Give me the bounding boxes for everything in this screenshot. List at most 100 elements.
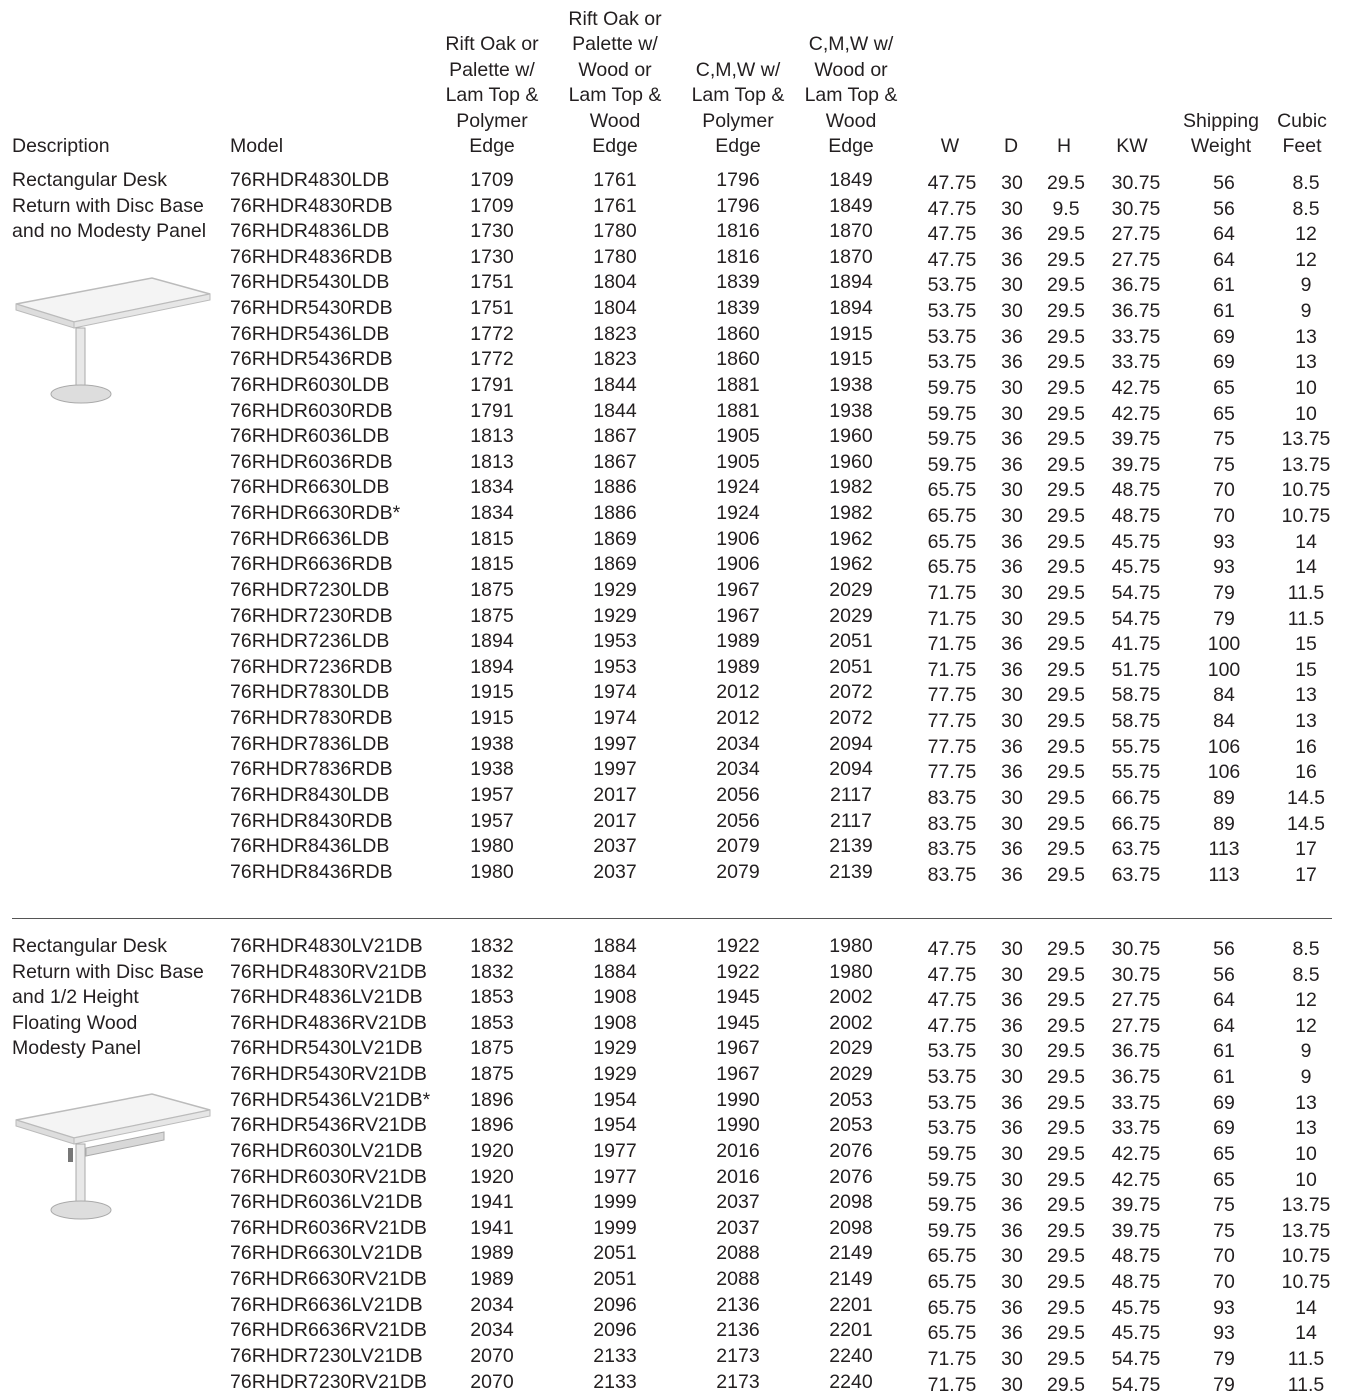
value-cell: 1813 [470, 425, 514, 448]
value-cell: 39.75 [1111, 1194, 1161, 1217]
value-cell: 11.5 [1287, 581, 1325, 604]
description-text: Modesty Panel [12, 1037, 141, 1060]
value-cell: 1915 [470, 681, 514, 704]
value-cell: 51.75 [1111, 658, 1161, 681]
value-cell: 29.5 [1047, 812, 1085, 835]
value-cell: 30 [1001, 300, 1023, 323]
value-cell: 59.75 [927, 453, 977, 476]
value-cell: 66.75 [1111, 812, 1161, 835]
value-cell: 36 [1001, 1296, 1023, 1319]
model-cell: 76RHDR7830LDB [230, 681, 390, 704]
value-cell: 79 [1213, 1373, 1235, 1396]
value-cell: 45.75 [1111, 530, 1161, 553]
value-cell: 1967 [716, 604, 760, 627]
value-cell: 1730 [470, 220, 514, 243]
value-cell: 30 [1001, 1142, 1023, 1165]
description-text: and no Modesty Panel [12, 220, 207, 243]
value-cell: 1997 [593, 732, 637, 755]
value-cell: 36 [1001, 761, 1023, 784]
value-cell: 36 [1001, 1219, 1023, 1242]
value-cell: 17 [1295, 863, 1317, 886]
value-cell: 93 [1213, 530, 1235, 553]
model-cell: 76RHDR7230LV21DB [230, 1344, 423, 1367]
value-cell: 42.75 [1111, 1168, 1161, 1191]
header-text: Cubic [1277, 109, 1327, 132]
value-cell: 42.75 [1111, 1142, 1161, 1165]
value-cell: 36 [1001, 223, 1023, 246]
value-cell: 1905 [716, 425, 760, 448]
value-cell: 36 [1001, 658, 1023, 681]
value-cell: 13 [1295, 710, 1317, 733]
value-cell: 79 [1213, 1347, 1235, 1370]
value-cell: 47.75 [927, 938, 977, 960]
value-cell: 30 [1001, 710, 1023, 733]
value-cell: 1922 [716, 935, 760, 957]
value-cell: 1881 [716, 399, 760, 422]
value-cell: 29.5 [1047, 351, 1085, 374]
value-cell: 2076 [829, 1139, 873, 1162]
value-cell: 1915 [470, 707, 514, 730]
value-cell: 83.75 [927, 786, 977, 809]
value-cell: 17 [1295, 838, 1317, 861]
value-cell: 1791 [470, 399, 514, 422]
value-cell: 47.75 [927, 223, 977, 246]
value-cell: 1954 [593, 1088, 637, 1111]
value-cell: 1938 [470, 758, 514, 781]
value-cell: 1989 [470, 1268, 514, 1291]
value-cell: 1867 [593, 450, 637, 473]
value-cell: 36 [1001, 838, 1023, 861]
value-cell: 70 [1213, 1271, 1235, 1294]
section-divider [12, 918, 1332, 919]
value-cell: 100 [1207, 658, 1241, 681]
model-cell: 76RHDR4830LDB [230, 169, 390, 191]
value-cell: 1791 [470, 373, 514, 396]
header-text: Shipping [1183, 109, 1259, 132]
value-cell: 10 [1295, 1168, 1317, 1191]
value-cell: 29.5 [1047, 633, 1085, 656]
value-cell: 36 [1001, 1117, 1023, 1140]
value-cell: 29.5 [1047, 1117, 1085, 1140]
header-text: Wood or [578, 58, 652, 81]
model-cell: 76RHDR6030LV21DB [230, 1139, 423, 1162]
value-cell: 36 [1001, 1014, 1023, 1037]
value-cell: 2012 [716, 681, 760, 704]
value-cell: 30 [1001, 274, 1023, 297]
value-cell: 1906 [716, 527, 760, 550]
value-cell: 1896 [470, 1114, 514, 1137]
value-cell: 1960 [829, 450, 873, 473]
value-cell: 79 [1213, 581, 1235, 604]
value-cell: 1945 [716, 1011, 760, 1034]
model-cell: 76RHDR8430LDB [230, 783, 390, 806]
value-cell: 113 [1208, 863, 1240, 886]
value-cell: 30 [1001, 1040, 1023, 1063]
value-cell: 66.75 [1111, 786, 1161, 809]
description-text: Return with Disc Base [12, 960, 204, 983]
value-cell: 29.5 [1047, 505, 1085, 528]
value-cell: 1870 [829, 245, 873, 268]
value-cell: 83.75 [927, 838, 977, 861]
header-text: KW [1116, 135, 1148, 157]
value-cell: 53.75 [927, 325, 977, 348]
value-cell: 1941 [470, 1191, 514, 1214]
value-cell: 59.75 [927, 402, 977, 425]
value-cell: 10 [1295, 402, 1317, 425]
header-text: C,M,W w/ [695, 58, 781, 81]
value-cell: 12 [1295, 223, 1317, 246]
value-cell: 29.5 [1047, 300, 1085, 323]
value-cell: 70 [1213, 505, 1235, 528]
value-cell: 48.75 [1111, 479, 1161, 502]
model-cell: 76RHDR6036LDB [230, 425, 390, 448]
model-cell: 76RHDR7836RDB [230, 758, 393, 781]
value-cell: 1853 [470, 1011, 514, 1034]
header-text: Wood [825, 109, 877, 132]
value-cell: 1867 [593, 425, 637, 448]
value-cell: 2079 [716, 835, 760, 858]
value-cell: 9.5 [1052, 197, 1080, 220]
value-cell: 65 [1213, 1142, 1235, 1165]
value-cell: 29.5 [1047, 172, 1085, 194]
value-cell: 29.5 [1047, 402, 1085, 425]
value-cell: 1957 [470, 809, 514, 832]
value-cell: 30.75 [1111, 963, 1161, 986]
value-cell: 1709 [470, 169, 514, 191]
